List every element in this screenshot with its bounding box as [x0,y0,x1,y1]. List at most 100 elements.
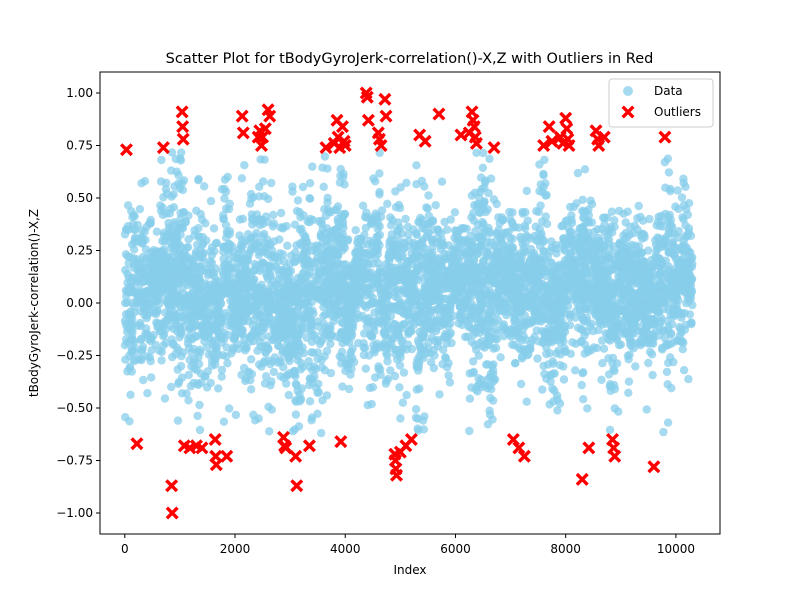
data-point [361,255,370,264]
data-point [275,270,284,279]
data-point [578,369,587,378]
data-point [541,191,550,200]
data-point [321,291,330,300]
data-point [485,154,494,163]
data-point [614,261,623,270]
data-point [659,427,668,437]
data-point [184,335,193,344]
data-point [323,193,332,203]
data-point [559,375,569,384]
data-point [283,241,292,250]
data-point [360,212,370,222]
data-point [604,254,613,263]
data-point [160,255,170,264]
data-point [380,313,389,322]
data-point [340,180,349,189]
data-point [174,297,183,306]
data-point [129,211,138,220]
data-point [287,251,296,260]
data-point [666,215,676,224]
data-point [505,207,514,217]
data-point [356,263,365,272]
data-point [221,187,231,196]
data-point [151,280,161,289]
data-point [572,291,581,301]
data-point [209,224,219,233]
data-point [566,227,576,236]
data-point [349,357,359,367]
data-point [167,148,177,157]
data-point [645,214,654,224]
data-point [235,231,244,240]
data-point [667,229,676,238]
data-point [153,249,162,259]
data-point [372,211,381,221]
data-point [678,284,687,293]
data-point [281,284,290,294]
data-point [231,410,241,420]
data-point [687,274,697,283]
data-point [268,335,277,345]
data-point [474,374,483,383]
data-point [268,291,278,301]
data-point [419,425,428,434]
data-point [432,282,441,291]
data-point [413,414,422,423]
data-point [241,267,251,276]
data-point [317,428,326,438]
data-point [521,208,530,217]
data-point [137,355,146,365]
data-point [249,327,259,336]
data-point [240,161,249,170]
data-point [260,357,269,366]
data-point [497,247,506,256]
data-point [497,232,507,241]
data-point [556,303,566,313]
data-point [600,213,609,222]
data-point [282,379,291,388]
data-point [320,152,330,161]
data-point [483,420,493,429]
data-point [491,343,501,352]
data-point [484,223,493,233]
data-point [267,405,276,414]
data-point [217,365,227,375]
data-point [575,278,584,287]
data-point [229,313,238,323]
data-point [386,213,395,222]
data-point [135,205,145,214]
data-point [424,211,434,221]
data-point [545,400,554,409]
data-point [314,217,324,226]
data-point [577,236,586,246]
data-point [301,260,310,270]
data-point [379,328,388,338]
data-point [572,199,581,208]
data-point [167,166,176,175]
data-point [667,222,677,231]
data-point [361,223,370,233]
data-point [441,353,450,362]
data-point [317,232,326,242]
data-point [318,334,328,343]
data-point [537,229,546,239]
data-point [184,396,193,405]
data-point [555,399,565,408]
data-point [622,264,631,273]
data-point [431,238,441,247]
data-point [539,247,548,256]
data-point [533,354,542,363]
data-point [479,291,488,300]
data-point [267,377,276,386]
data-point [485,275,494,284]
data-point [672,301,681,310]
data-point [124,319,133,328]
data-point [177,373,187,382]
data-point [183,316,192,325]
data-point [467,191,477,200]
data-point [420,244,429,253]
data-point [395,383,404,392]
data-point [247,385,256,394]
data-point [220,175,230,184]
data-point [573,323,583,332]
